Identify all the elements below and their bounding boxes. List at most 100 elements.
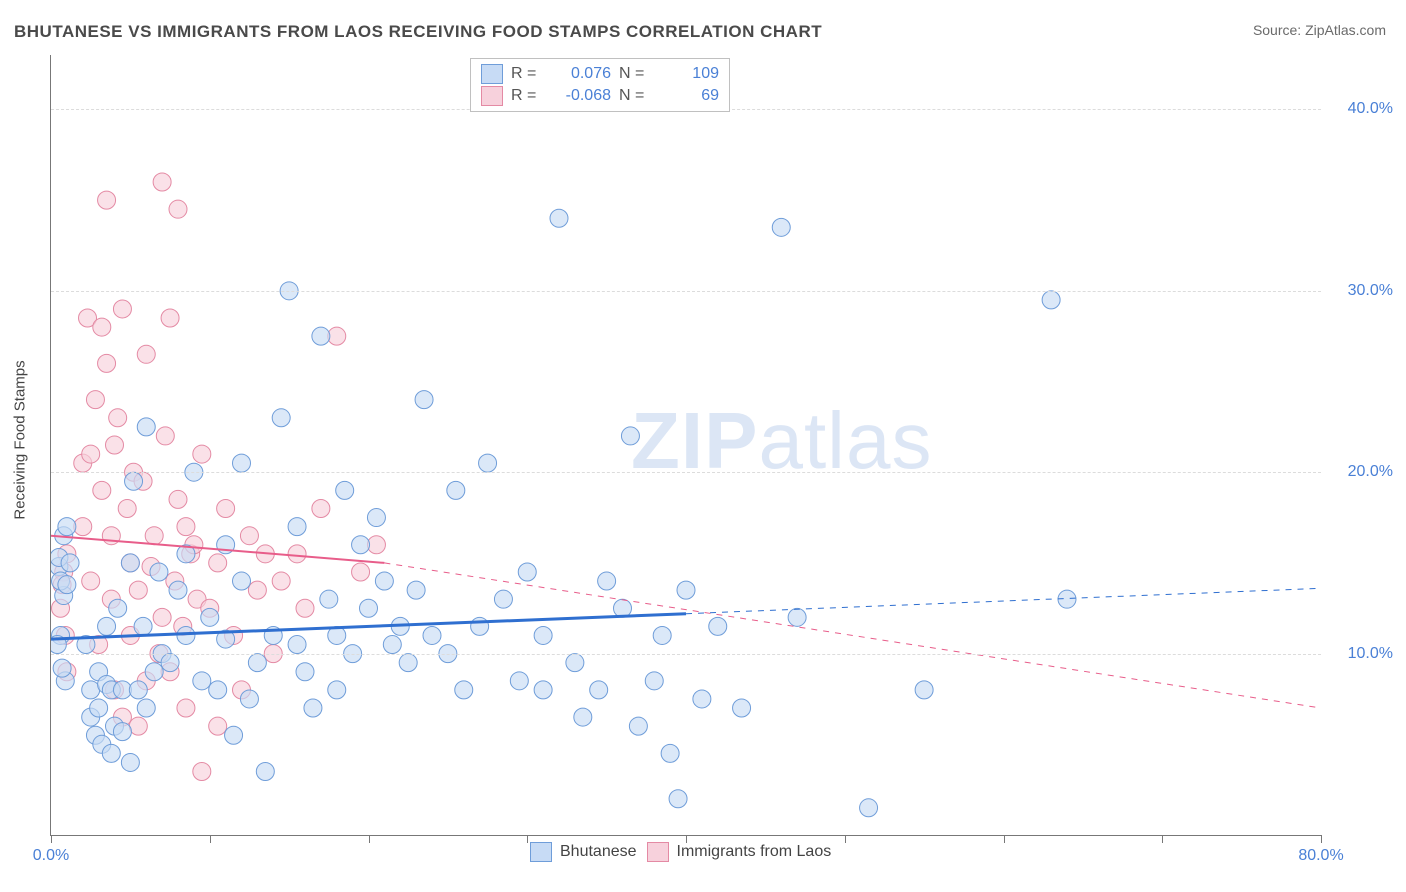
trend-line-dashed <box>686 588 1321 613</box>
data-point <box>93 481 111 499</box>
data-point <box>661 744 679 762</box>
data-point <box>58 518 76 536</box>
data-point <box>669 790 687 808</box>
data-point <box>534 681 552 699</box>
data-point <box>177 626 195 644</box>
data-point <box>156 427 174 445</box>
data-point <box>471 617 489 635</box>
legend-swatch <box>481 86 503 106</box>
data-point <box>90 699 108 717</box>
data-point <box>272 572 290 590</box>
data-point <box>209 717 227 735</box>
data-point <box>479 454 497 472</box>
x-tick <box>1004 835 1005 843</box>
data-point <box>272 409 290 427</box>
data-point <box>137 699 155 717</box>
data-point <box>288 518 306 536</box>
legend-item: Bhutanese <box>530 842 637 862</box>
legend-stat-row: R = -0.068N = 69 <box>481 85 719 107</box>
r-label: R = <box>511 65 547 83</box>
data-point <box>161 654 179 672</box>
data-point <box>201 608 219 626</box>
data-point <box>296 663 314 681</box>
data-point <box>233 454 251 472</box>
data-point <box>217 499 235 517</box>
x-tick-label: 80.0% <box>1298 847 1343 865</box>
data-point <box>106 436 124 454</box>
data-point <box>233 572 251 590</box>
data-point <box>407 581 425 599</box>
data-point <box>61 554 79 572</box>
data-point <box>134 617 152 635</box>
gridline <box>51 472 1321 473</box>
data-point <box>121 753 139 771</box>
data-point <box>98 354 116 372</box>
data-point <box>248 654 266 672</box>
data-point <box>772 218 790 236</box>
data-point <box>193 445 211 463</box>
data-point <box>336 481 354 499</box>
y-tick-label: 20.0% <box>1333 463 1393 481</box>
gridline <box>51 654 1321 655</box>
data-point <box>82 445 100 463</box>
data-point <box>455 681 473 699</box>
x-tick <box>527 835 528 843</box>
data-point <box>328 681 346 699</box>
r-value: -0.068 <box>555 87 611 105</box>
data-point <box>74 518 92 536</box>
legend-swatch <box>647 842 669 862</box>
data-point <box>125 472 143 490</box>
data-point <box>137 418 155 436</box>
data-point <box>534 626 552 644</box>
gridline <box>51 291 1321 292</box>
data-point <box>109 599 127 617</box>
data-point <box>98 617 116 635</box>
data-point <box>367 509 385 527</box>
y-tick-label: 30.0% <box>1333 282 1393 300</box>
data-point <box>653 626 671 644</box>
data-point <box>145 527 163 545</box>
data-point <box>225 726 243 744</box>
data-point <box>288 545 306 563</box>
data-point <box>145 663 163 681</box>
data-point <box>399 654 417 672</box>
data-point <box>93 318 111 336</box>
data-point <box>328 327 346 345</box>
data-point <box>193 763 211 781</box>
data-point <box>121 554 139 572</box>
data-point <box>113 723 131 741</box>
n-label: N = <box>619 87 655 105</box>
data-point <box>102 744 120 762</box>
x-tick <box>1162 835 1163 843</box>
data-point <box>415 391 433 409</box>
data-point <box>288 636 306 654</box>
legend-stats-box: R = 0.076N = 109R = -0.068N = 69 <box>470 58 730 112</box>
chart-title: BHUTANESE VS IMMIGRANTS FROM LAOS RECEIV… <box>14 22 822 42</box>
data-point <box>256 763 274 781</box>
x-tick <box>845 835 846 843</box>
legend-stat-row: R = 0.076N = 109 <box>481 63 719 85</box>
data-point <box>153 608 171 626</box>
data-point <box>169 490 187 508</box>
data-point <box>1042 291 1060 309</box>
data-point <box>550 209 568 227</box>
data-point <box>169 200 187 218</box>
data-point <box>709 617 727 635</box>
data-point <box>733 699 751 717</box>
legend-item: Immigrants from Laos <box>647 842 832 862</box>
x-tick <box>1321 835 1322 843</box>
data-point <box>447 481 465 499</box>
source-label: Source: ZipAtlas.com <box>1253 22 1386 38</box>
y-tick-label: 40.0% <box>1333 100 1393 118</box>
legend-series: Bhutanese Immigrants from Laos <box>530 842 831 862</box>
data-point <box>598 572 616 590</box>
data-point <box>621 427 639 445</box>
data-point <box>240 527 258 545</box>
data-point <box>352 536 370 554</box>
scatter-svg <box>51 55 1321 835</box>
data-point <box>375 572 393 590</box>
data-point <box>494 590 512 608</box>
y-axis-label: Receiving Food Stamps <box>12 360 29 519</box>
data-point <box>312 499 330 517</box>
data-point <box>677 581 695 599</box>
